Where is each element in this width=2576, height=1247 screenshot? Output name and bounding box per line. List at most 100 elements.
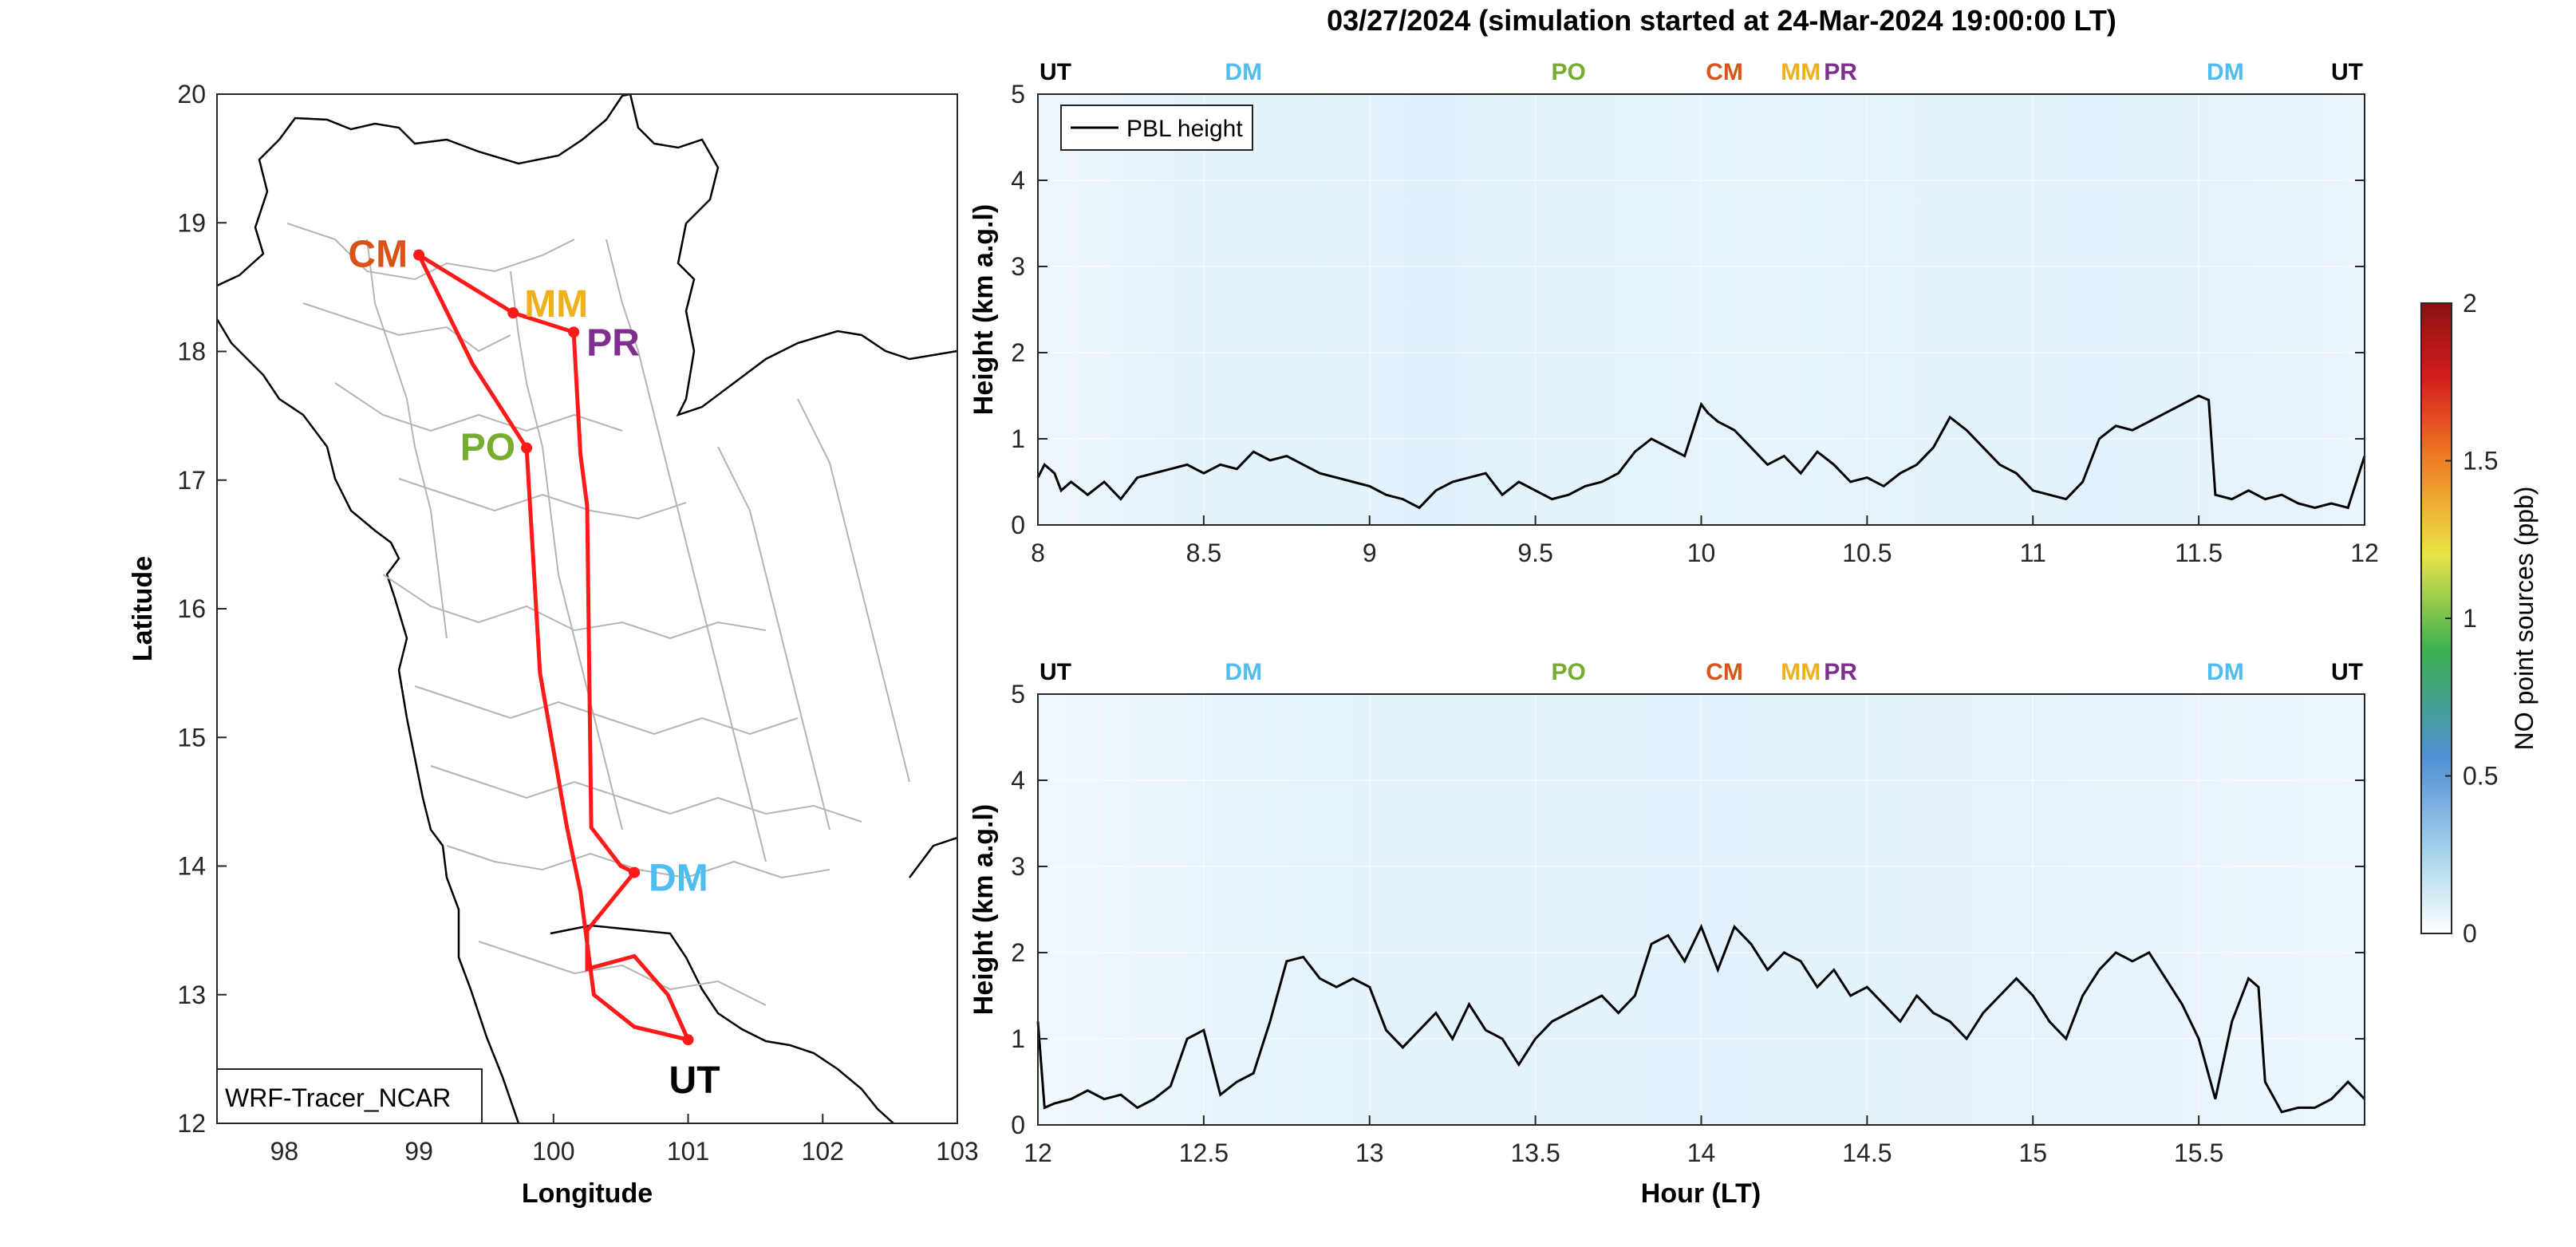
map-y-tick-label: 14 [177,852,206,881]
y-tick-label: 1 [1011,424,1025,453]
colorbar-tick-label: 0 [2463,919,2477,948]
site-marker-label-po: PO [1552,659,1586,685]
legend-entry-pbl: PBL height [1126,116,1243,142]
x-tick-label: 9 [1363,539,1377,567]
site-marker-pr [568,326,580,338]
x-tick-label: 12 [1024,1138,1052,1167]
top-x-ticks: 8 8.5 9 9.5 10 10.5 11 11.5 12 [1031,515,2379,567]
figure-title: 03/27/2024 (simulation started at 24-Mar… [1327,4,2116,37]
site-marker-label-ut: UT [1039,659,1071,685]
top-y-ticks: 0 1 2 3 4 5 [1011,80,2365,539]
bottom-site-markers: UT DM PO CM MM PR DM UT [1039,659,2363,685]
x-tick-label: 15.5 [2174,1138,2223,1167]
map-x-ticks: 98 99 100 101 102 103 [270,1114,979,1166]
bottom-y-ticks: 0 1 2 3 4 5 [1011,680,2365,1139]
site-marker-label-mm: MM [1781,659,1821,685]
top-site-markers: UT DM PO CM MM PR DM UT [1039,59,2363,85]
country-outline [217,94,631,1123]
site-label-pr: PR [586,322,640,364]
x-tick-label: 8.5 [1186,539,1221,567]
x-tick-label: 10 [1687,539,1716,567]
y-tick-label: 2 [1011,338,1025,367]
site-marker-label-mm: MM [1781,59,1821,85]
x-tick-label: 11 [2020,539,2046,567]
bottom-gridlines [1038,694,2365,1125]
site-marker-label-pr: PR [1824,59,1857,85]
y-tick-label: 4 [1011,166,1025,195]
x-tick-label: 8 [1031,539,1045,567]
colorbar: 0 0.5 1 1.5 2 NO point sources (ppb) [2420,289,2539,948]
top-gridlines [1038,94,2365,525]
map-y-label: Latitude [128,556,158,661]
bottom-x-ticks: 12 12.5 13 13.5 14 14.5 15 15.5 [1024,1115,2223,1167]
map-x-tick-label: 103 [936,1137,978,1166]
map-y-tick-label: 18 [177,337,206,366]
x-tick-label: 12.5 [1179,1138,1229,1167]
map-y-tick-label: 13 [177,981,206,1009]
y-tick-label: 4 [1011,766,1025,795]
map-x-label: Longitude [522,1178,653,1209]
site-marker-label-ut: UT [2331,59,2363,85]
site-marker-cm [413,249,425,261]
x-tick-label: 9.5 [1517,539,1552,567]
site-marker-label-cm: CM [1706,59,1743,85]
y-tick-label: 0 [1011,511,1025,539]
country-outline-east [629,94,957,417]
x-tick-label: 13 [1355,1138,1384,1167]
y-tick-label: 1 [1011,1024,1025,1053]
y-tick-label: 3 [1011,252,1025,281]
site-label-po: PO [460,426,515,468]
bottom-pbl-height-line [1036,923,2366,1114]
colorbar-ticks: 0 0.5 1 1.5 2 [2445,289,2498,948]
site-marker-label-dm: DM [2207,59,2244,85]
map-y-ticks: 12 13 14 15 16 17 18 19 20 [177,80,227,1138]
site-marker-dm [629,866,641,878]
x-tick-label: 10.5 [1842,539,1892,567]
map-x-tick-label: 101 [667,1137,709,1166]
map-y-tick-label: 15 [177,723,206,752]
x-tick-label: 12 [2350,539,2379,567]
y-tick-label: 5 [1011,80,1025,109]
x-tick-label: 14 [1687,1138,1716,1167]
site-marker-ut [682,1034,694,1046]
map-source-box [216,1068,483,1124]
site-label-cm: CM [348,234,408,276]
x-tick-label: 15 [2018,1138,2047,1167]
x-tick-label: 13.5 [1510,1138,1560,1167]
top-y-label: Height (km a.g.l) [968,204,999,415]
map-y-tick-label: 12 [177,1109,206,1138]
top-legend: PBL height [1060,105,1253,151]
colorbar-label: NO point sources (ppb) [2510,487,2539,751]
map-y-tick-label: 19 [177,208,206,237]
colorbar-tick-label: 2 [2463,289,2477,318]
site-label-ut: UT [669,1060,720,1102]
site-marker-mm [507,307,519,319]
site-marker-label-po: PO [1552,59,1586,85]
coastline [550,836,957,1123]
site-marker-label-pr: PR [1824,659,1857,685]
map-y-tick-label: 16 [177,594,206,623]
site-marker-po [521,442,533,454]
colorbar-tick-label: 1.5 [2463,447,2498,476]
site-label-mm: MM [524,283,588,326]
site-marker-label-dm: DM [2207,659,2244,685]
x-tick-label: 11.5 [2175,539,2223,567]
map-y-tick-label: 17 [177,466,206,495]
y-tick-label: 3 [1011,852,1025,881]
map-source-label: WRF-Tracer_NCAR [225,1083,451,1112]
site-label-dm: DM [649,858,708,900]
site-marker-label-ut: UT [2331,659,2363,685]
site-marker-label-dm: DM [1225,59,1262,85]
y-tick-label: 2 [1011,938,1025,967]
map-x-tick-label: 99 [404,1137,433,1166]
bottom-y-label: Height (km a.g.l) [968,804,999,1015]
site-marker-label-cm: CM [1706,659,1743,685]
x-tick-label: 14.5 [1842,1138,1892,1167]
site-marker-label-ut: UT [1039,59,1071,85]
